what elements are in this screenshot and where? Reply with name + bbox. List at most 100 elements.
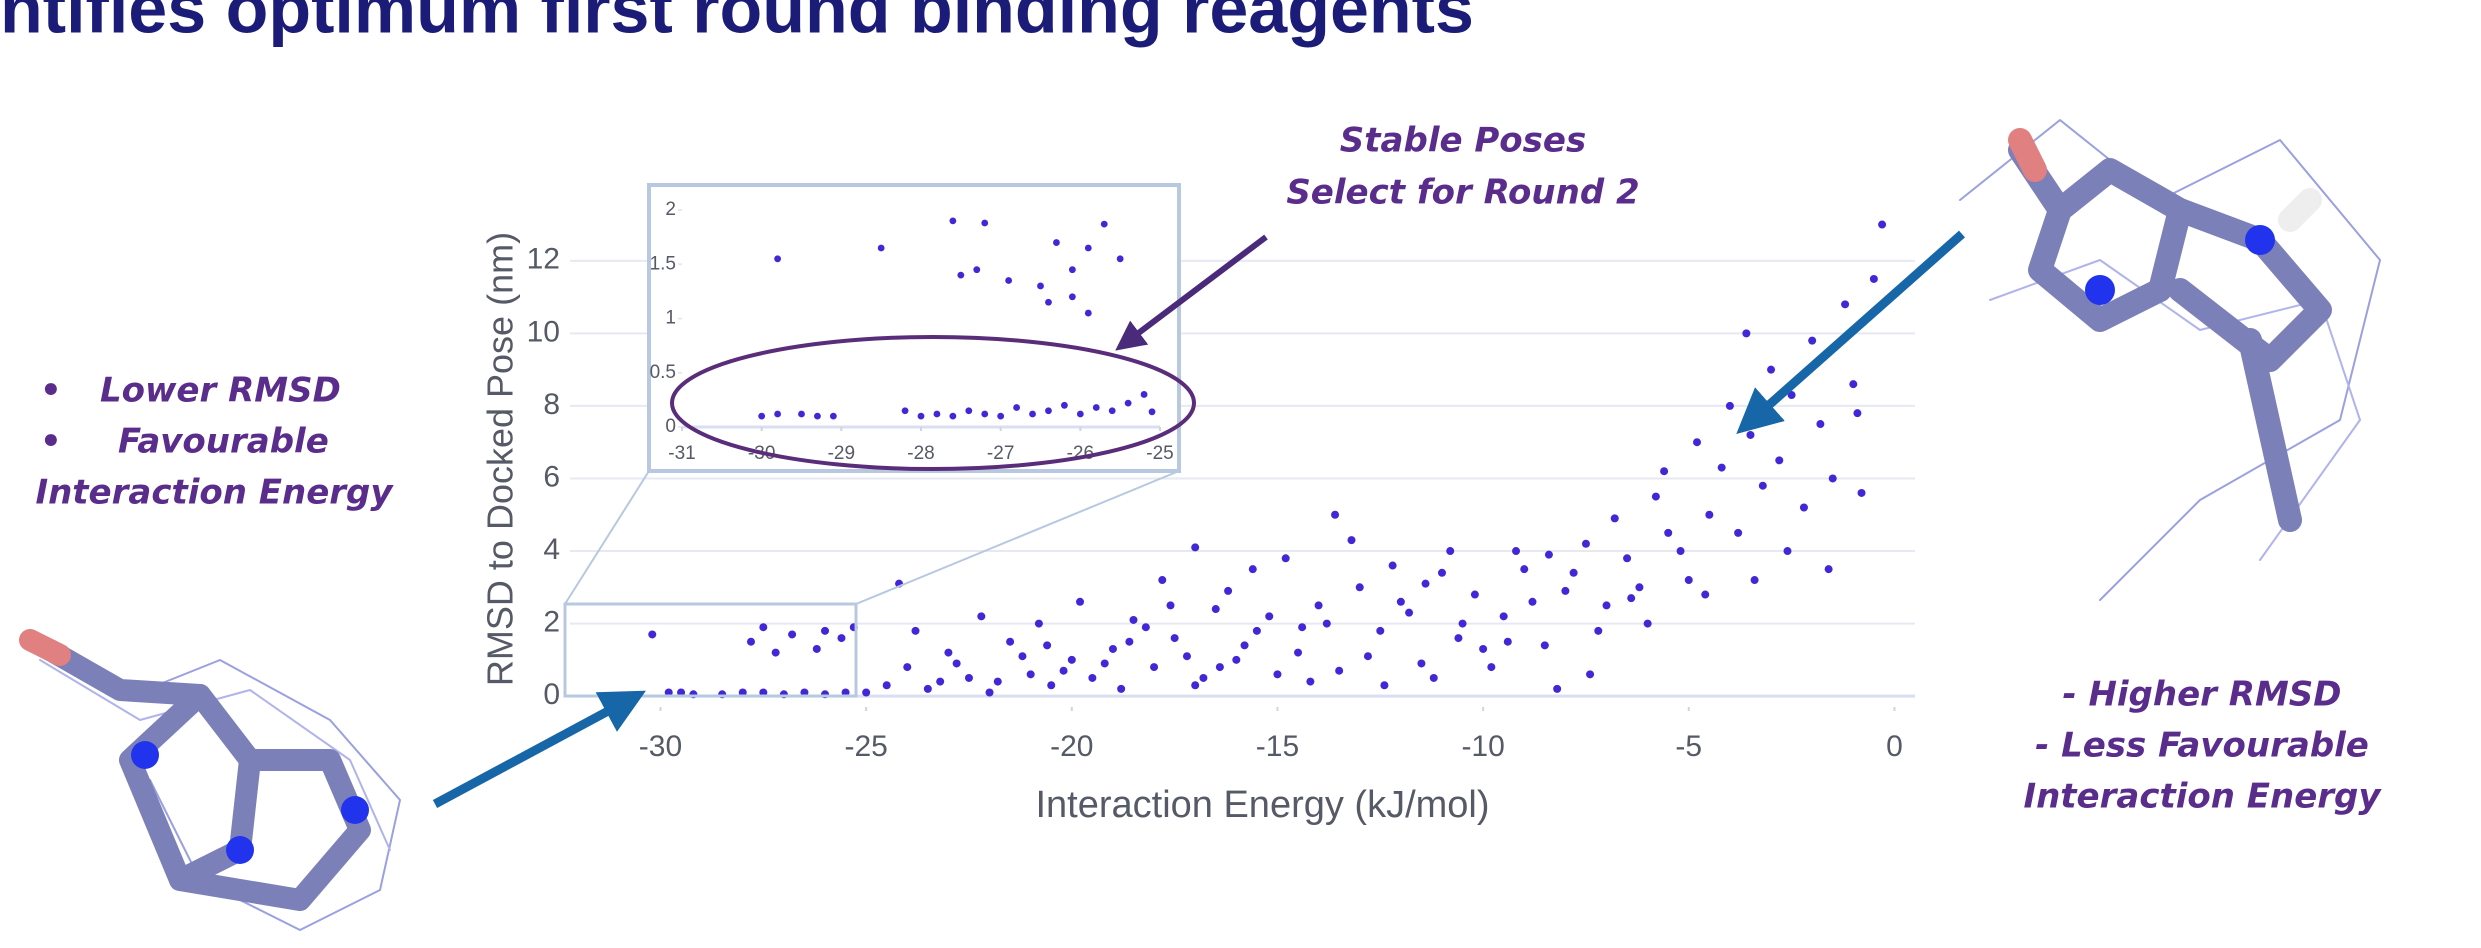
point [1109, 407, 1116, 414]
point [1224, 587, 1232, 595]
point [1816, 420, 1824, 428]
point [1253, 627, 1261, 635]
x-axis-label: Interaction Energy (kJ/mol) [1035, 784, 1489, 826]
point [1101, 221, 1108, 228]
point [1069, 293, 1076, 300]
point [1212, 605, 1220, 613]
point [830, 413, 837, 420]
point [949, 413, 956, 420]
point [1446, 547, 1454, 555]
point [1870, 275, 1878, 283]
point [1282, 554, 1290, 562]
x-tick-label: -20 [1050, 730, 1093, 763]
left-note: Interaction Energy [35, 473, 394, 513]
point [1085, 310, 1092, 317]
x-tick-label: -30 [639, 730, 682, 763]
x-tick-label: -28 [907, 443, 934, 464]
left-note: Favourable [118, 422, 329, 462]
point [1005, 277, 1012, 284]
y-tick-label: 1.5 [650, 253, 676, 274]
point [1479, 645, 1487, 653]
y-tick-label: 4 [543, 533, 560, 566]
y-tick-label: 0 [665, 416, 676, 437]
point [1825, 565, 1833, 573]
zoom-connector [856, 471, 1179, 604]
y-tick-label: 0.5 [650, 362, 676, 383]
point [1315, 601, 1323, 609]
point [1751, 576, 1759, 584]
point [1347, 536, 1355, 544]
point [1027, 670, 1035, 678]
x-tick-label: -29 [828, 443, 855, 464]
point [1541, 641, 1549, 649]
point [1060, 667, 1068, 675]
point [1101, 659, 1109, 667]
point [1664, 529, 1672, 537]
point [1693, 438, 1701, 446]
point [1013, 404, 1020, 411]
point [1438, 569, 1446, 577]
point [1323, 620, 1331, 628]
point [1417, 659, 1425, 667]
point [1783, 547, 1791, 555]
point [788, 630, 796, 638]
point [813, 645, 821, 653]
point [936, 678, 944, 686]
point [1660, 467, 1668, 475]
point [965, 674, 973, 682]
point [1069, 266, 1076, 273]
point [1199, 674, 1207, 682]
point [1018, 652, 1026, 660]
point [994, 678, 1002, 686]
point [965, 407, 972, 414]
point [1878, 221, 1886, 229]
point [1734, 529, 1742, 537]
zoom-connector [565, 471, 649, 604]
point [1644, 620, 1652, 628]
point [814, 413, 821, 420]
point [772, 649, 780, 657]
molecule-left [20, 640, 400, 930]
left-note: Lower RMSD [100, 371, 341, 411]
point [903, 663, 911, 671]
point [1029, 411, 1036, 418]
point [1652, 493, 1660, 501]
arrow [1743, 234, 1962, 428]
point [1705, 511, 1713, 519]
point [1528, 598, 1536, 606]
point [1241, 641, 1249, 649]
y-tick-label: 12 [527, 243, 560, 276]
point [1520, 565, 1528, 573]
point [1380, 681, 1388, 689]
y-tick-label: 2 [543, 605, 560, 638]
point [1545, 551, 1553, 559]
x-tick-label: -31 [668, 443, 695, 464]
point [774, 255, 781, 262]
y-tick-label: 0 [543, 678, 560, 711]
point [1623, 554, 1631, 562]
point [1093, 404, 1100, 411]
y-tick-label: 1 [665, 308, 676, 329]
point [1298, 623, 1306, 631]
point [1117, 255, 1124, 262]
point [1306, 678, 1314, 686]
point [1085, 245, 1092, 252]
point [1068, 656, 1076, 664]
x-tick-label: -10 [1461, 730, 1504, 763]
point [1627, 594, 1635, 602]
point [1746, 431, 1754, 439]
point [1356, 583, 1364, 591]
point [1742, 329, 1750, 337]
point [1376, 627, 1384, 635]
right-note: Interaction Energy [2023, 777, 2382, 817]
point [1775, 456, 1783, 464]
point [837, 634, 845, 642]
point [1570, 569, 1578, 577]
point [1141, 391, 1148, 398]
x-tick-label: -27 [987, 443, 1014, 464]
point [902, 407, 909, 414]
point [1459, 620, 1467, 628]
arrow [435, 695, 638, 804]
point [997, 413, 1004, 420]
point [1088, 674, 1096, 682]
